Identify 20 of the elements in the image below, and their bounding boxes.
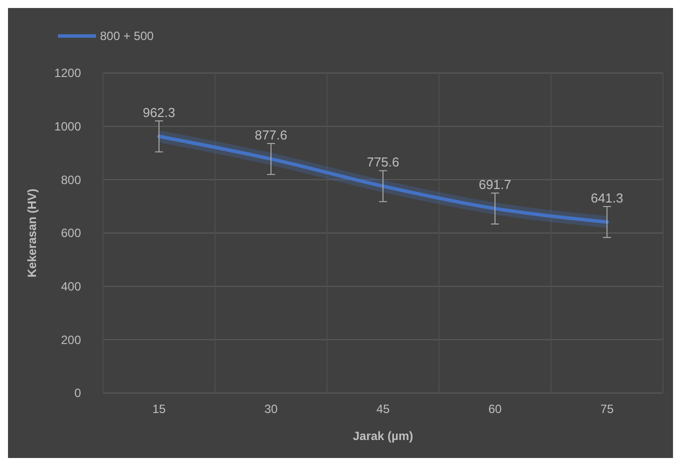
x-tick-label: 45 <box>376 402 390 416</box>
x-tick-label: 30 <box>264 402 278 416</box>
y-tick-label: 600 <box>60 226 82 240</box>
data-label: 641.3 <box>590 190 624 206</box>
data-label: 962.3 <box>142 104 176 120</box>
y-tick-label: 400 <box>60 280 82 294</box>
x-axis-title: Jarak (µm) <box>352 429 414 443</box>
y-tick-label: 0 <box>74 386 82 400</box>
data-label: 775.6 <box>366 154 400 170</box>
x-tick-label: 75 <box>600 402 614 416</box>
y-axis-title: Kekerasan (HV) <box>25 188 39 278</box>
y-tick-label: 200 <box>60 332 82 347</box>
data-label: 877.6 <box>254 128 288 143</box>
y-tick-label: 1000 <box>54 120 82 134</box>
legend-label: 800 + 500 <box>100 29 154 44</box>
y-tick-label: 800 <box>60 172 82 187</box>
x-tick-label: 15 <box>152 402 166 416</box>
y-tick-label: 1200 <box>54 66 82 80</box>
data-label: 691.7 <box>478 177 512 192</box>
x-tick-label: 60 <box>488 402 502 416</box>
